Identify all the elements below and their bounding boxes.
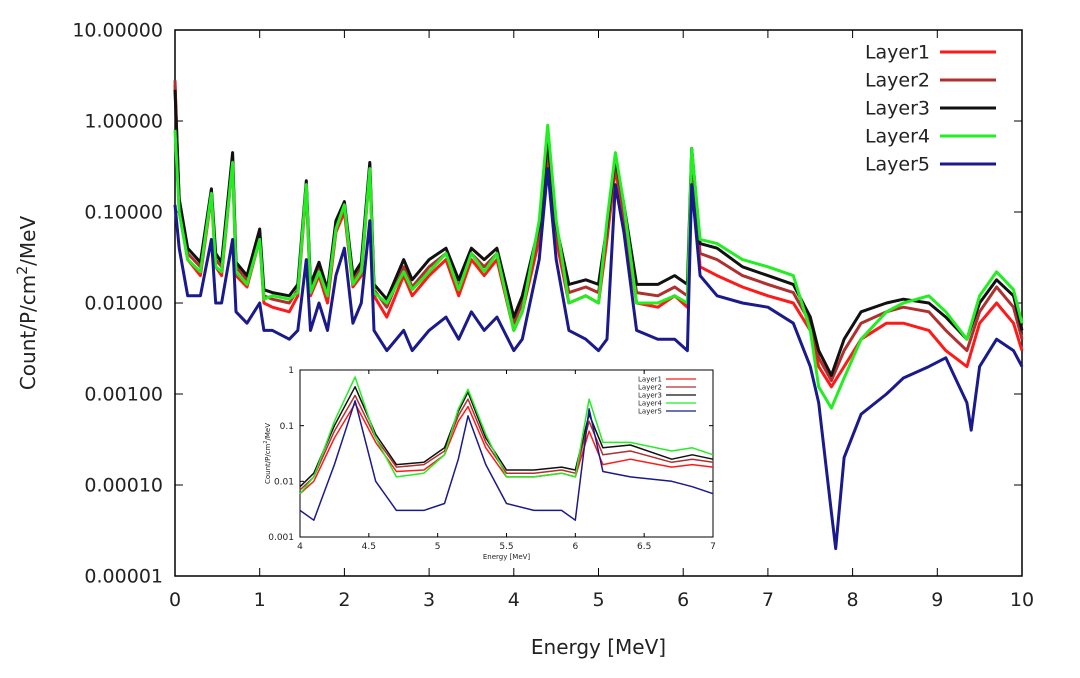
x-tick-label: 6	[677, 589, 689, 611]
y-tick-label: 0.00010	[84, 475, 163, 497]
y-tick-label: 10.00000	[72, 20, 163, 42]
legend-label: Layer2	[638, 383, 662, 391]
x-tick-label: 6	[572, 542, 578, 552]
x-tick-label: 7	[762, 589, 774, 611]
legend-label: Layer2	[865, 70, 930, 92]
y-tick-label: 0.01000	[84, 293, 163, 315]
x-tick-label: 8	[847, 589, 859, 611]
y-axis-label: Count/P/cm2/MeV	[263, 423, 272, 484]
x-tick-label: 3	[423, 589, 435, 611]
y-tick-label: 0.001	[268, 533, 294, 543]
x-tick-label: 0	[169, 589, 181, 611]
legend-label: Layer5	[638, 407, 662, 415]
legend-label: Layer4	[638, 399, 663, 407]
y-axis-label: Count/P/cm2/MeV	[15, 216, 40, 391]
x-tick-label: 5.5	[499, 542, 513, 552]
y-axis-label-tail: /MeV	[16, 216, 40, 266]
y-axis-label-sup: 2	[15, 266, 31, 275]
x-tick-label: 10	[1010, 589, 1034, 611]
x-axis-label: Energy [MeV]	[483, 553, 531, 561]
legend-label: Layer1	[865, 42, 930, 64]
y-tick-label: 0.1	[280, 422, 294, 432]
series-line-layer1	[299, 402, 714, 495]
legend-label: Layer3	[638, 391, 662, 399]
y-tick-label: 0.00100	[84, 384, 163, 406]
series-line-layer5	[173, 167, 1024, 551]
y-tick-label: 0.10000	[84, 202, 163, 224]
x-tick-label: 4	[297, 542, 303, 552]
x-tick-label: 5	[435, 542, 441, 552]
x-tick-label: 5	[592, 589, 604, 611]
x-tick-label: 4.5	[362, 542, 376, 552]
x-tick-label: 1	[254, 589, 266, 611]
series-line-layer4	[173, 123, 1024, 410]
y-axis-label-sup: 2	[263, 440, 269, 443]
series-line-layer3	[173, 89, 1024, 377]
y-axis-label-main: Count/P/cm	[264, 443, 272, 484]
x-axis-label: Energy [MeV]	[531, 635, 666, 659]
y-tick-label: 1.00000	[84, 111, 163, 133]
x-tick-label: 4	[508, 589, 520, 611]
series-line-layer4	[299, 376, 714, 495]
y-tick-label: 0.00001	[84, 566, 163, 588]
x-tick-label: 2	[338, 589, 350, 611]
y-tick-label: 1	[288, 366, 294, 376]
x-tick-label: 6.5	[637, 542, 651, 552]
y-axis-label-tail: /MeV	[264, 423, 272, 441]
y-axis-label-main: Count/P/cm	[16, 275, 40, 390]
legend-label: Layer3	[865, 98, 930, 120]
x-tick-label: 9	[931, 589, 943, 611]
legend-label: Layer5	[865, 154, 930, 176]
series-line-layer2	[299, 394, 714, 491]
x-tick-label: 7	[710, 542, 716, 552]
series-line-layer5	[299, 400, 714, 521]
main-chart: 0 1 2 3 4 5 6 7 8 9 10 0.00001 0.00010 0.00100 0.01000…	[15, 20, 1034, 659]
legend-label: Layer1	[638, 375, 662, 383]
y-tick-label: 0.01	[274, 477, 294, 487]
legend-label: Layer4	[865, 126, 930, 148]
inset-chart: 4 4.5 5 5.5 6 6.5 7 0.001 0.01 0.1 1 Energy [MeV] Co…	[263, 366, 716, 561]
series-line-layer3	[299, 386, 714, 488]
